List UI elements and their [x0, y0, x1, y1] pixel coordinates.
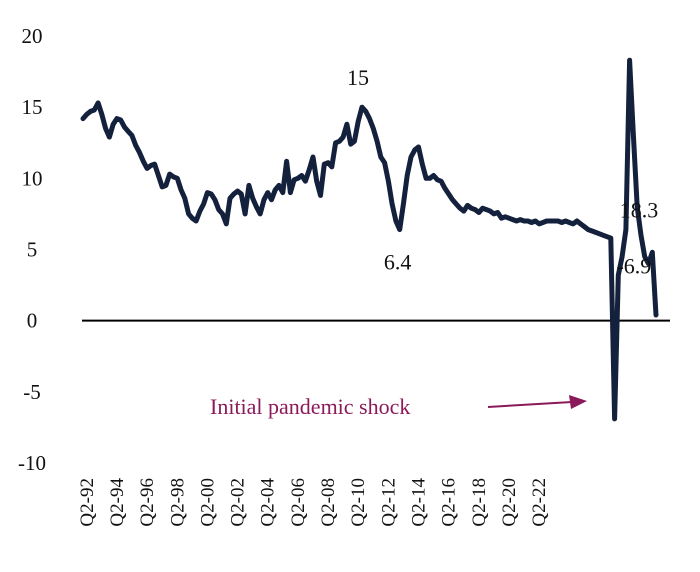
annotation-arrowhead: [569, 395, 587, 409]
y-tick-label: 20: [22, 24, 43, 48]
y-tick-label: 5: [27, 238, 38, 262]
x-tick-label: Q2-08: [318, 478, 339, 527]
x-tick-label: Q2-14: [409, 478, 430, 527]
point-label: 15: [347, 65, 369, 90]
x-tick-label: Q2-12: [378, 478, 399, 527]
point-label: -6.9: [616, 254, 651, 279]
x-tick-label: Q2-16: [439, 478, 460, 527]
x-tick-label: Q2-04: [258, 478, 279, 527]
pandemic-annotation: Initial pandemic shock: [210, 394, 587, 419]
x-tick-label: Q2-20: [499, 478, 520, 527]
x-tick-label: Q2-98: [167, 478, 188, 527]
x-tick-label: Q2-10: [348, 478, 369, 527]
x-tick-label: Q2-94: [107, 478, 128, 527]
y-tick-label: 15: [22, 95, 43, 119]
annotation-text: Initial pandemic shock: [210, 394, 410, 419]
x-tick-label: Q2-02: [228, 478, 249, 527]
y-tick-label: 0: [27, 309, 38, 333]
y-tick-label: -5: [23, 380, 41, 404]
x-tick-label: Q2-22: [529, 478, 550, 527]
y-tick-label: -10: [18, 451, 46, 475]
x-tick-label: Q2-06: [288, 478, 309, 527]
y-axis: 20 15 10 5 0 -5 -10: [18, 24, 46, 475]
series-line: [80, 57, 659, 422]
annotation-arrow: [487, 401, 573, 408]
y-tick-label: 10: [22, 166, 43, 190]
x-tick-label: Q2-92: [77, 478, 98, 527]
x-tick-label: Q2-18: [469, 478, 490, 527]
point-label: 0.4: [683, 0, 700, 5]
x-tick-label: Q2-96: [137, 478, 158, 527]
x-axis: Q2-92 Q2-94 Q2-96 Q2-98 Q2-00 Q2-02 Q2-04 Q2-06…: [77, 478, 550, 527]
point-labels: 15 6.4 -6.9 18.3 0.4: [347, 0, 700, 279]
x-tick-label: Q2-00: [197, 478, 218, 527]
point-label: 6.4: [384, 250, 412, 275]
point-label: 18.3: [620, 197, 659, 222]
